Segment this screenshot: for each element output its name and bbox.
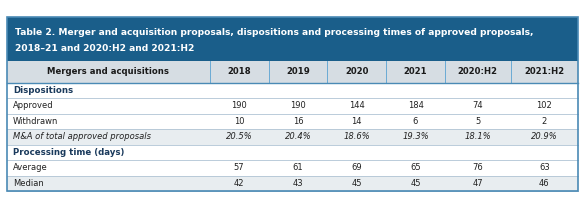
Bar bbox=[7, 145, 578, 160]
Text: 20.5%: 20.5% bbox=[226, 132, 253, 141]
Text: 63: 63 bbox=[539, 163, 550, 172]
Text: 2018: 2018 bbox=[228, 67, 251, 76]
Text: 45: 45 bbox=[352, 179, 362, 188]
Text: Average: Average bbox=[13, 163, 48, 172]
Text: Table 2. Merger and acquisition proposals, dispositions and processing times of : Table 2. Merger and acquisition proposal… bbox=[15, 28, 534, 37]
Text: 46: 46 bbox=[539, 179, 550, 188]
Text: 76: 76 bbox=[473, 163, 483, 172]
Text: Dispositions: Dispositions bbox=[13, 86, 73, 95]
Text: 2021: 2021 bbox=[404, 67, 428, 76]
Text: 20.9%: 20.9% bbox=[531, 132, 558, 141]
Text: Processing time (days): Processing time (days) bbox=[13, 148, 125, 157]
Text: 144: 144 bbox=[349, 101, 364, 110]
Text: 2018–21 and 2020:H2 and 2021:H2: 2018–21 and 2020:H2 and 2021:H2 bbox=[15, 44, 194, 53]
Text: 2020:H2: 2020:H2 bbox=[458, 67, 498, 76]
Bar bbox=[7, 17, 578, 191]
Text: 18.6%: 18.6% bbox=[343, 132, 370, 141]
Text: 2019: 2019 bbox=[286, 67, 310, 76]
Text: 74: 74 bbox=[473, 101, 483, 110]
Text: 2: 2 bbox=[542, 117, 547, 126]
Text: Withdrawn: Withdrawn bbox=[13, 117, 59, 126]
Text: 102: 102 bbox=[536, 101, 552, 110]
Text: Mergers and acquisitions: Mergers and acquisitions bbox=[47, 67, 169, 76]
Bar bbox=[7, 98, 578, 114]
Text: 14: 14 bbox=[352, 117, 362, 126]
Bar bbox=[7, 61, 578, 83]
Text: 65: 65 bbox=[410, 163, 421, 172]
Text: 184: 184 bbox=[408, 101, 424, 110]
Bar bbox=[7, 176, 578, 191]
Text: 20.4%: 20.4% bbox=[284, 132, 311, 141]
Text: 190: 190 bbox=[290, 101, 306, 110]
Text: M&A of total approved proposals: M&A of total approved proposals bbox=[13, 132, 151, 141]
Text: Approved: Approved bbox=[13, 101, 54, 110]
Text: 2021:H2: 2021:H2 bbox=[524, 67, 565, 76]
Text: 18.1%: 18.1% bbox=[464, 132, 491, 141]
Text: 42: 42 bbox=[234, 179, 245, 188]
Bar bbox=[7, 160, 578, 176]
Bar bbox=[7, 129, 578, 145]
Text: 47: 47 bbox=[473, 179, 483, 188]
Text: 69: 69 bbox=[352, 163, 362, 172]
Text: 190: 190 bbox=[231, 101, 247, 110]
Text: 19.3%: 19.3% bbox=[402, 132, 429, 141]
Text: 61: 61 bbox=[292, 163, 303, 172]
Text: Median: Median bbox=[13, 179, 44, 188]
Bar bbox=[7, 17, 578, 61]
Text: 6: 6 bbox=[413, 117, 418, 126]
Text: 2020: 2020 bbox=[345, 67, 369, 76]
Bar bbox=[7, 114, 578, 129]
Text: 57: 57 bbox=[234, 163, 245, 172]
Bar bbox=[7, 83, 578, 98]
Text: 45: 45 bbox=[410, 179, 421, 188]
Text: 16: 16 bbox=[292, 117, 303, 126]
Text: 43: 43 bbox=[292, 179, 303, 188]
Text: 10: 10 bbox=[234, 117, 245, 126]
Text: 5: 5 bbox=[475, 117, 480, 126]
